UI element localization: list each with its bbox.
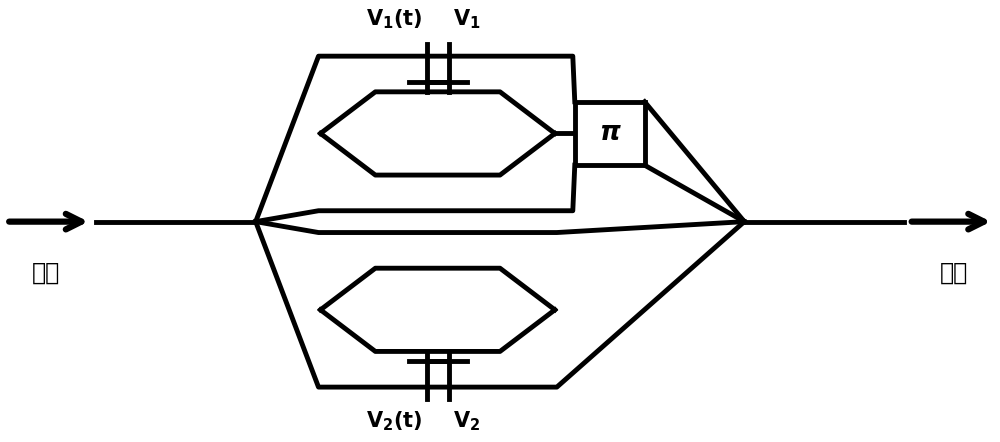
Text: $\mathbf{V_2(t)}$: $\mathbf{V_2(t)}$ [366,409,423,433]
Text: 输入: 输入 [32,261,60,285]
Text: 输出: 输出 [940,261,968,285]
Bar [575,102,645,165]
Text: $\mathbf{V_2}$: $\mathbf{V_2}$ [453,409,480,433]
Text: $\mathbf{V_1}$: $\mathbf{V_1}$ [453,8,480,31]
Text: $\mathbf{V_1(t)}$: $\mathbf{V_1(t)}$ [366,8,423,31]
Text: π: π [599,121,620,146]
